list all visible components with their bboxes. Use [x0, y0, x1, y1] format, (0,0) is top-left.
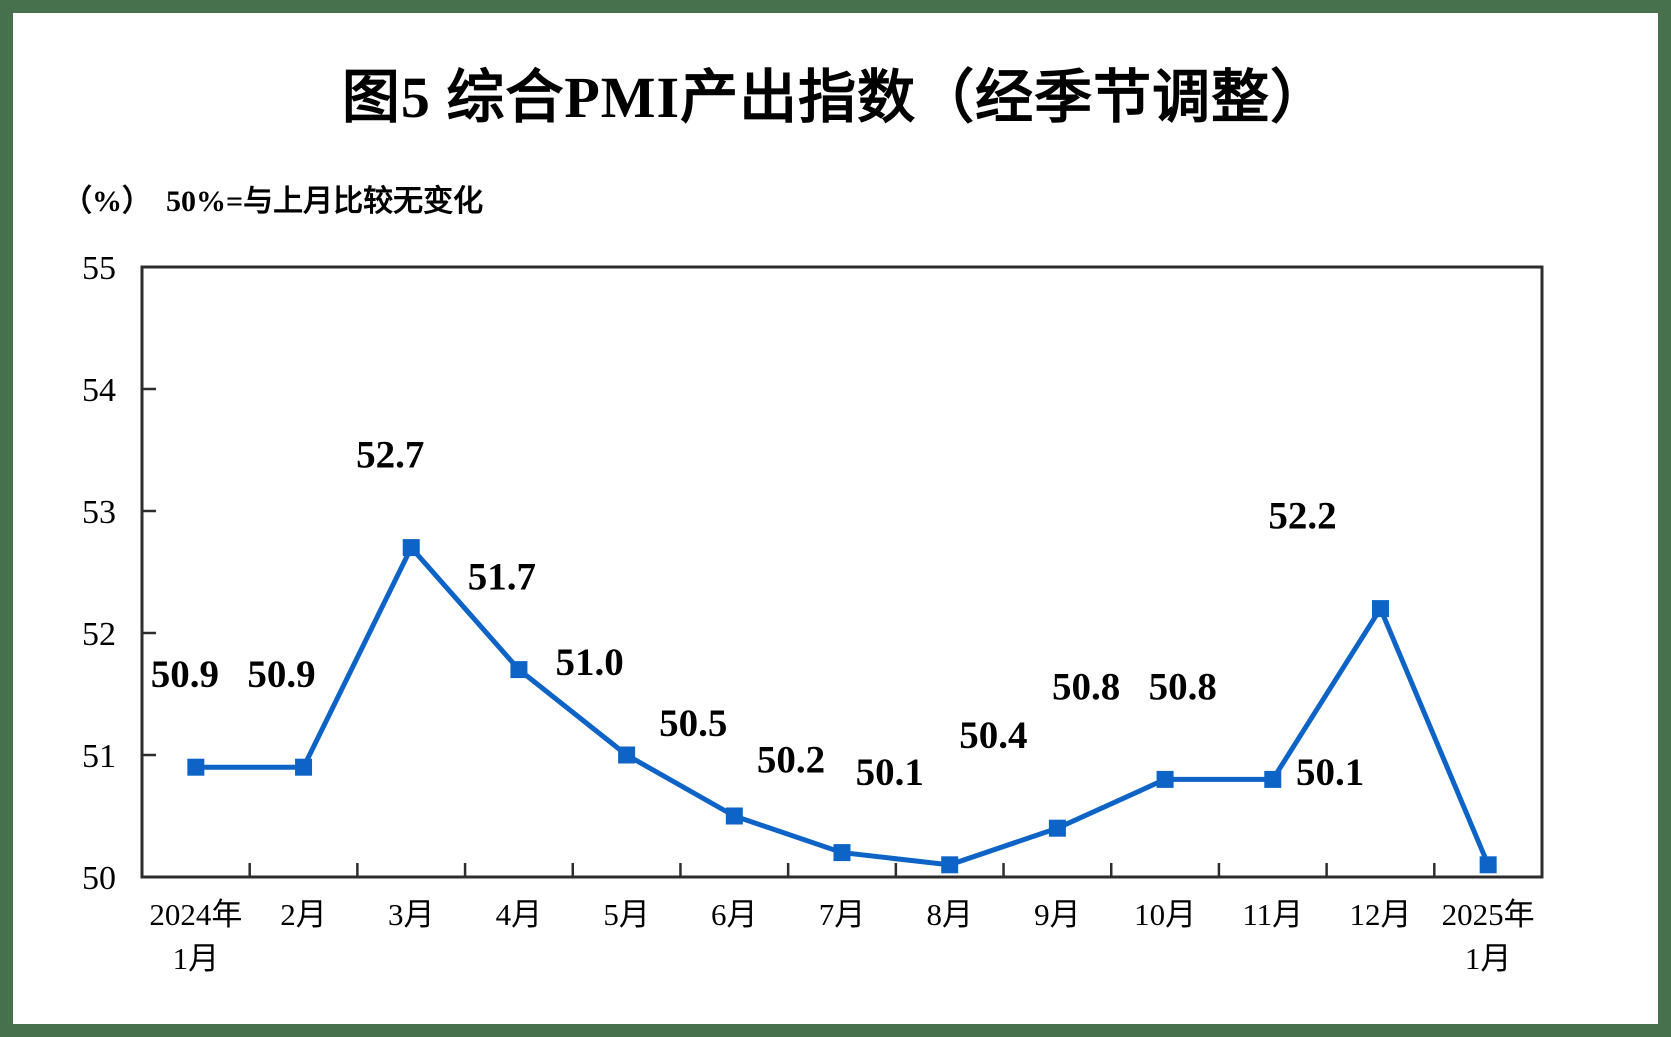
y-tick-label: 51 — [82, 738, 116, 775]
x-tick-label: 3月 — [388, 897, 435, 932]
x-tick-label: 2月 — [280, 897, 327, 932]
data-point-marker — [1264, 770, 1282, 788]
data-point-marker — [1156, 770, 1174, 788]
series-line — [195, 543, 1491, 868]
data-label: 52.2 — [1268, 495, 1336, 538]
data-point-marker — [1371, 600, 1389, 618]
data-label: 50.4 — [959, 714, 1027, 757]
y-tick-label: 54 — [82, 372, 116, 409]
data-label: 52.7 — [356, 434, 424, 477]
data-label: 50.1 — [1296, 751, 1364, 794]
unit-label: （%） — [62, 185, 152, 218]
data-point-marker — [725, 807, 743, 825]
data-label: 50.8 — [1149, 665, 1217, 708]
x-tick-label: 5月 — [603, 897, 650, 932]
data-point-marker — [1479, 856, 1497, 874]
data-label: 50.1 — [856, 751, 924, 794]
x-tick-label: 9月 — [1034, 897, 1081, 932]
data-point-marker — [1048, 819, 1066, 837]
data-label: 51.7 — [468, 556, 536, 599]
data-label: 50.5 — [659, 702, 727, 745]
data-label: 51.0 — [555, 641, 623, 684]
data-label: 50.2 — [757, 739, 825, 782]
x-tick-label: 7月 — [819, 897, 866, 932]
plot-area — [140, 265, 1544, 879]
y-tick-label: 52 — [82, 616, 116, 653]
data-point-marker — [941, 856, 959, 874]
data-point-marker — [618, 746, 636, 764]
x-tick-label: 4月 — [496, 897, 543, 932]
axis-unit-note: （%） 50%=与上月比较无变化 — [62, 176, 483, 220]
data-label: 50.9 — [151, 653, 219, 696]
x-tick-label: 2025年 1月 — [1442, 897, 1535, 976]
y-tick-label: 55 — [82, 250, 116, 287]
x-tick-label: 6月 — [711, 897, 758, 932]
x-tick-label: 10月 — [1134, 897, 1196, 932]
data-point-marker — [187, 758, 205, 776]
data-point-marker — [295, 758, 313, 776]
data-label: 50.9 — [247, 653, 315, 696]
data-label: 50.8 — [1052, 665, 1120, 708]
chart-title: 图5 综合PMI产出指数（经季节调整） — [341, 65, 1330, 130]
x-tick-label: 12月 — [1349, 897, 1411, 932]
x-tick-label: 11月 — [1242, 897, 1303, 932]
x-tick-label: 2024年 1月 — [149, 897, 242, 976]
y-tick-label: 50 — [82, 860, 116, 897]
data-point-marker — [833, 844, 851, 862]
y-tick-label: 53 — [82, 494, 116, 531]
data-point-marker — [402, 539, 420, 557]
data-point-marker — [510, 661, 528, 679]
baseline-note: 50%=与上月比较无变化 — [166, 185, 484, 218]
x-tick-label: 8月 — [926, 897, 973, 932]
